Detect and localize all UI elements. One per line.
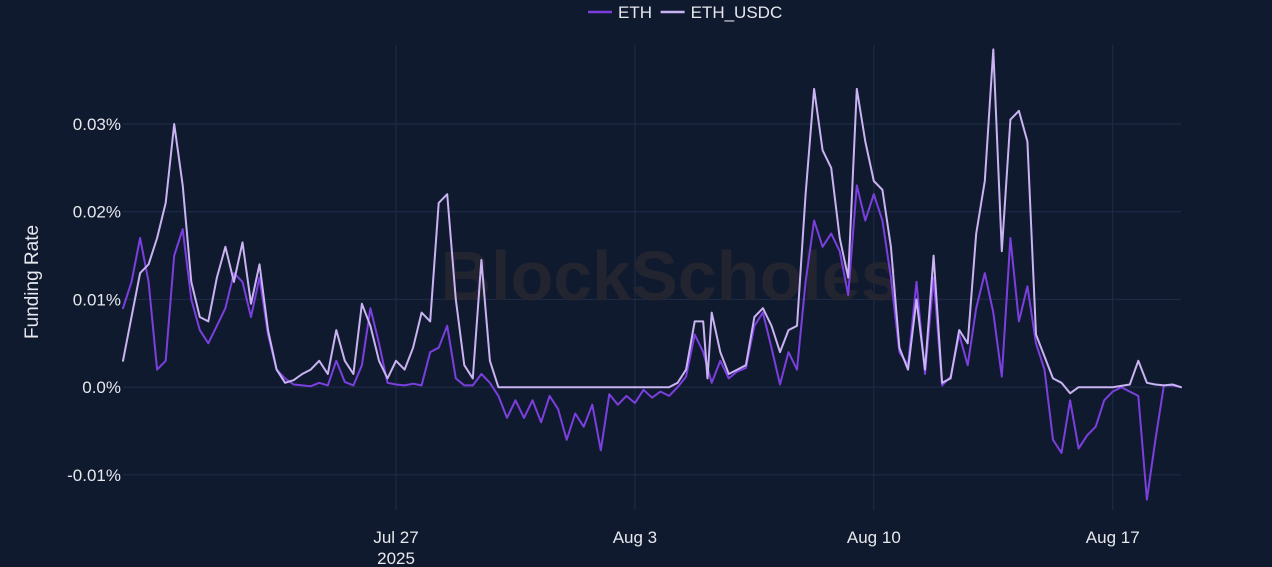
legend-label: ETH bbox=[618, 3, 652, 22]
x-tick-year-label: 2025 bbox=[377, 549, 415, 567]
series-line-eth bbox=[122, 184, 1182, 501]
legend-item-eth-usdc[interactable]: ETH_USDC bbox=[660, 3, 783, 22]
y-tick-label: 0.03% bbox=[73, 115, 121, 134]
legend-label: ETH_USDC bbox=[691, 3, 783, 22]
x-tick-label: Jul 27 bbox=[373, 528, 418, 547]
series-line-eth-usdc bbox=[122, 48, 1182, 395]
x-axis-ticks: Jul 27 2025 Aug 3 Aug 10 Aug 17 bbox=[373, 528, 1139, 567]
y-tick-label: 0.01% bbox=[73, 290, 121, 309]
watermark-text: BlockScholes bbox=[440, 237, 899, 315]
legend[interactable]: ETH ETH_USDC bbox=[588, 3, 782, 22]
x-tick-label: Aug 3 bbox=[613, 528, 657, 547]
series-layer bbox=[122, 48, 1182, 501]
y-tick-label: 0.0% bbox=[82, 378, 121, 397]
legend-item-eth[interactable]: ETH bbox=[588, 3, 652, 22]
y-axis-ticks: -0.01% 0.0% 0.01% 0.02% 0.03% bbox=[67, 115, 121, 485]
y-axis-title: Funding Rate bbox=[22, 225, 43, 339]
y-tick-label: 0.02% bbox=[73, 203, 121, 222]
x-tick-label: Aug 10 bbox=[847, 528, 901, 547]
x-tick-label: Aug 17 bbox=[1086, 528, 1140, 547]
y-tick-label: -0.01% bbox=[67, 466, 121, 485]
